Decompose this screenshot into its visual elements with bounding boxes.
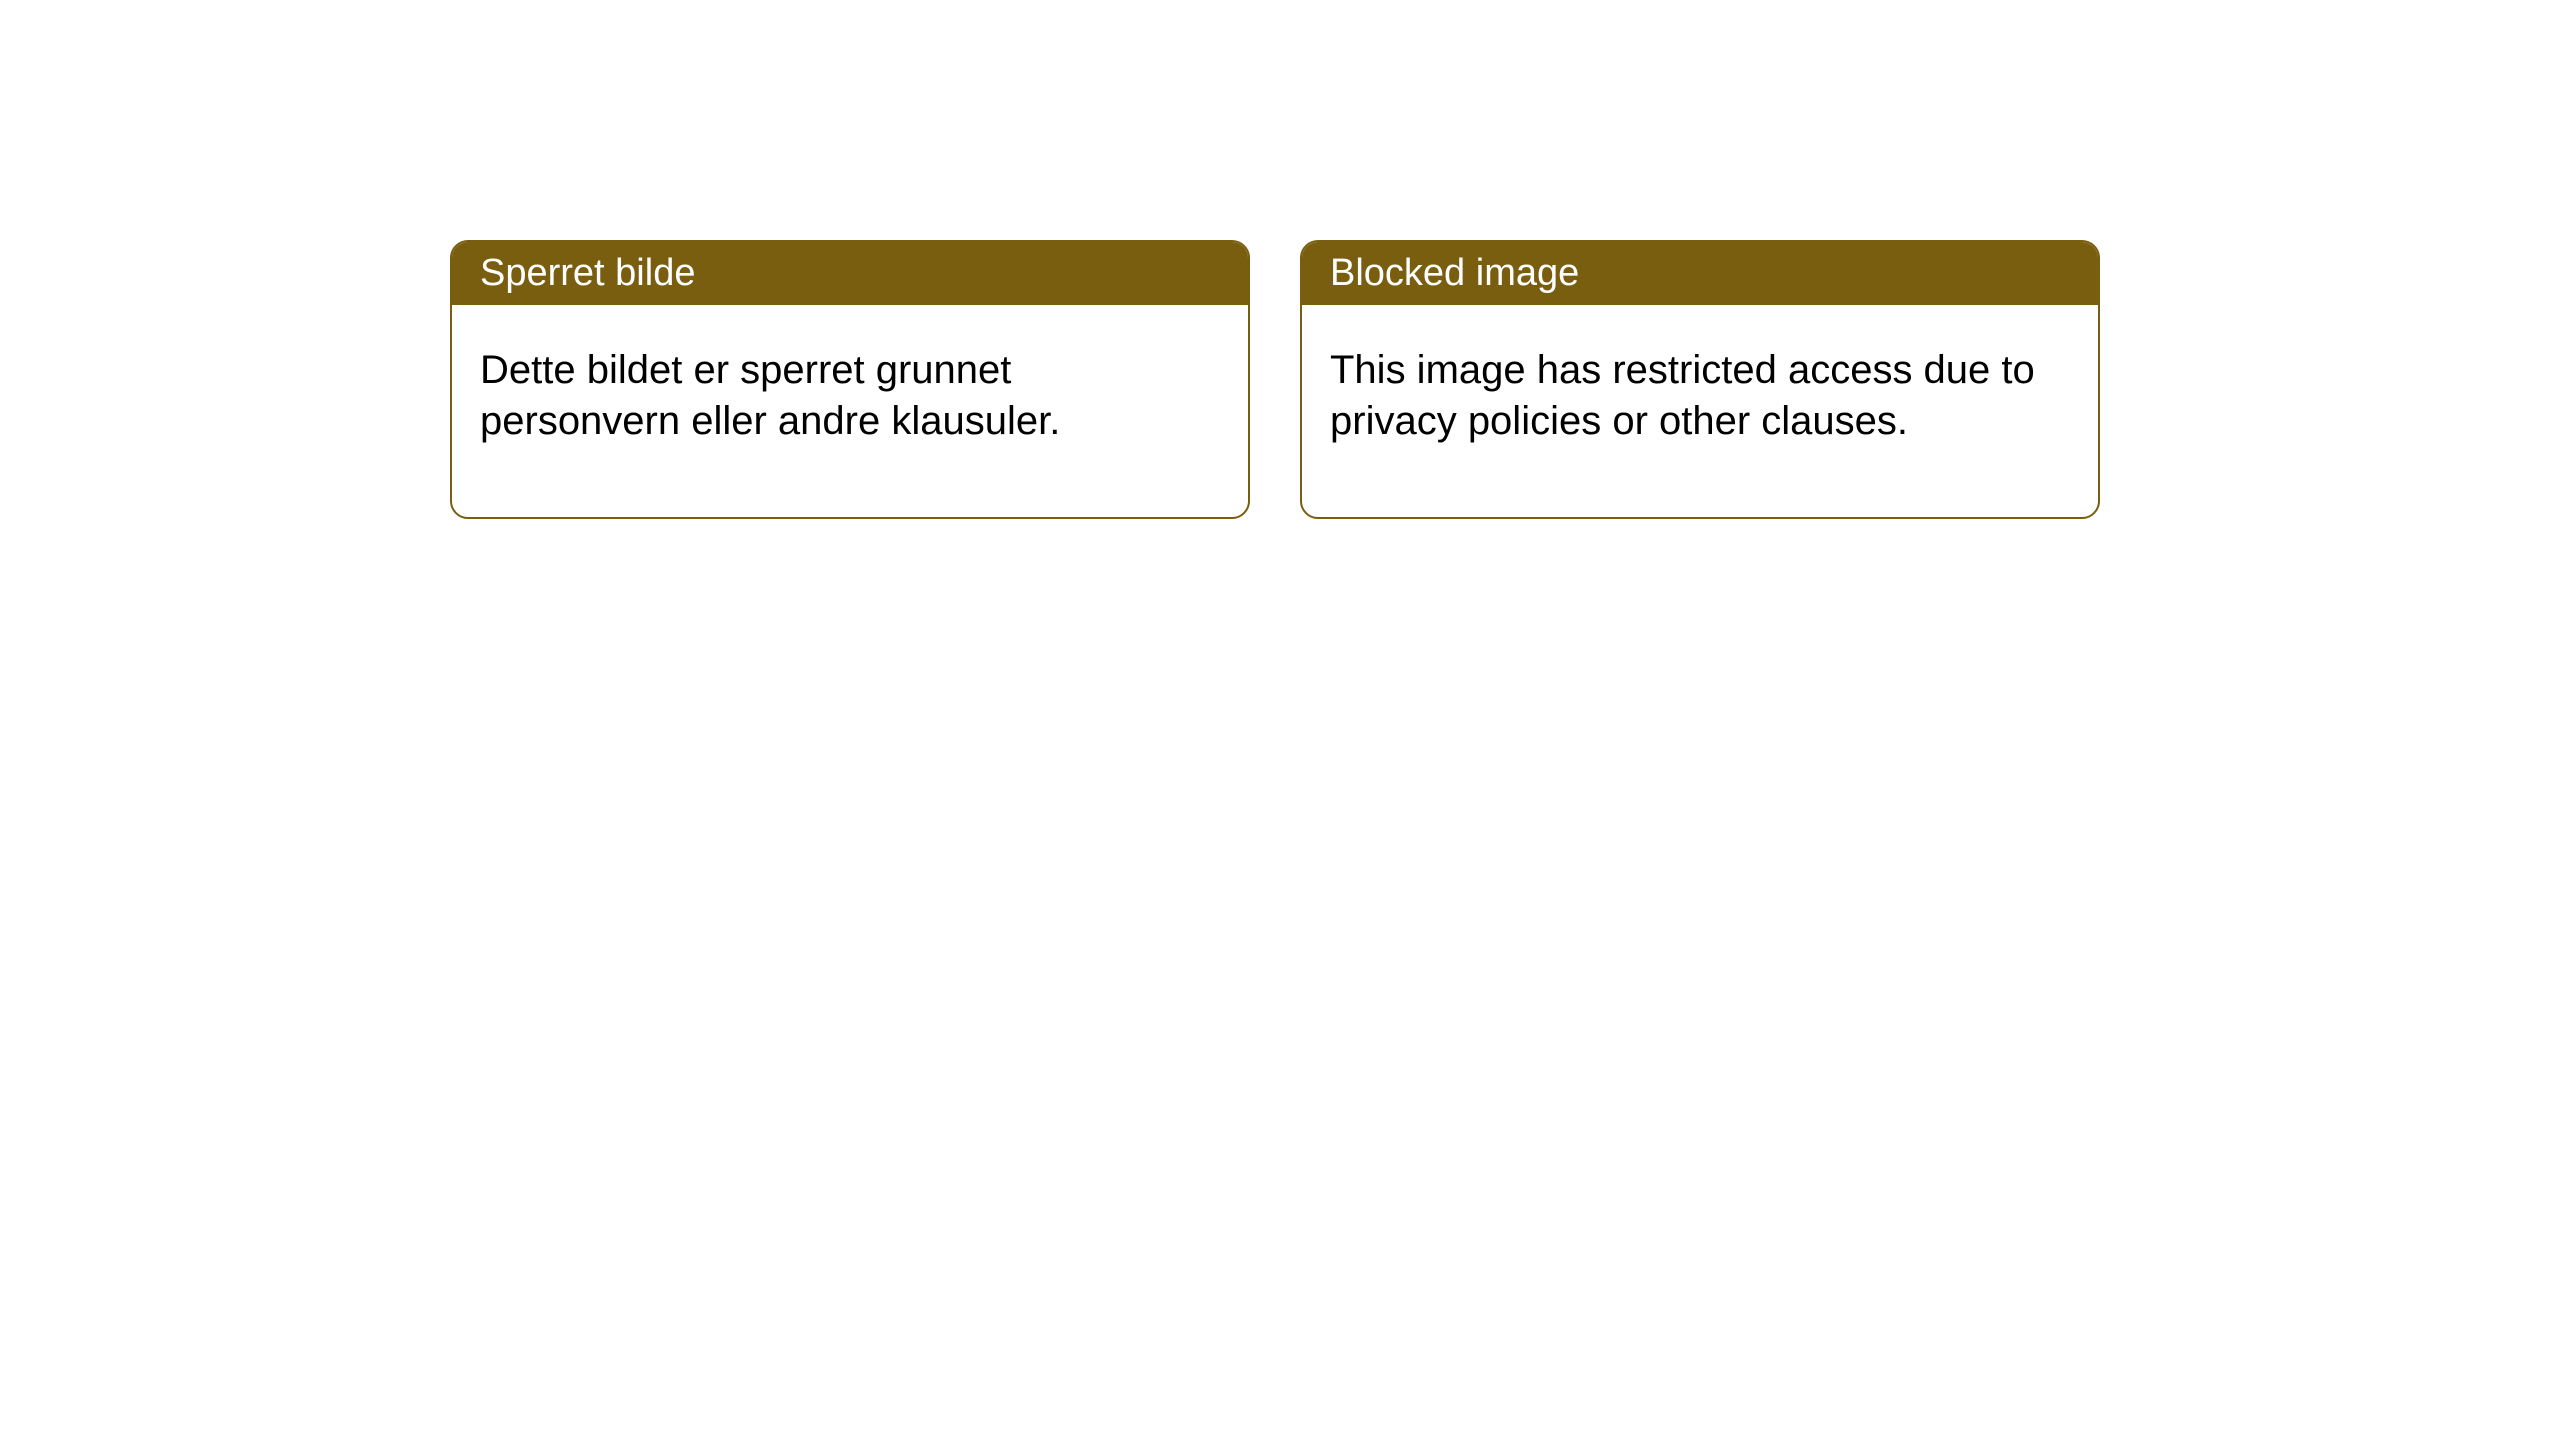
- card-title: Blocked image: [1302, 242, 2098, 305]
- notice-card-english: Blocked image This image has restricted …: [1300, 240, 2100, 519]
- notice-card-norwegian: Sperret bilde Dette bildet er sperret gr…: [450, 240, 1250, 519]
- notice-card-container: Sperret bilde Dette bildet er sperret gr…: [450, 240, 2100, 519]
- card-title: Sperret bilde: [452, 242, 1248, 305]
- card-body: This image has restricted access due to …: [1302, 305, 2098, 517]
- card-body: Dette bildet er sperret grunnet personve…: [452, 305, 1248, 517]
